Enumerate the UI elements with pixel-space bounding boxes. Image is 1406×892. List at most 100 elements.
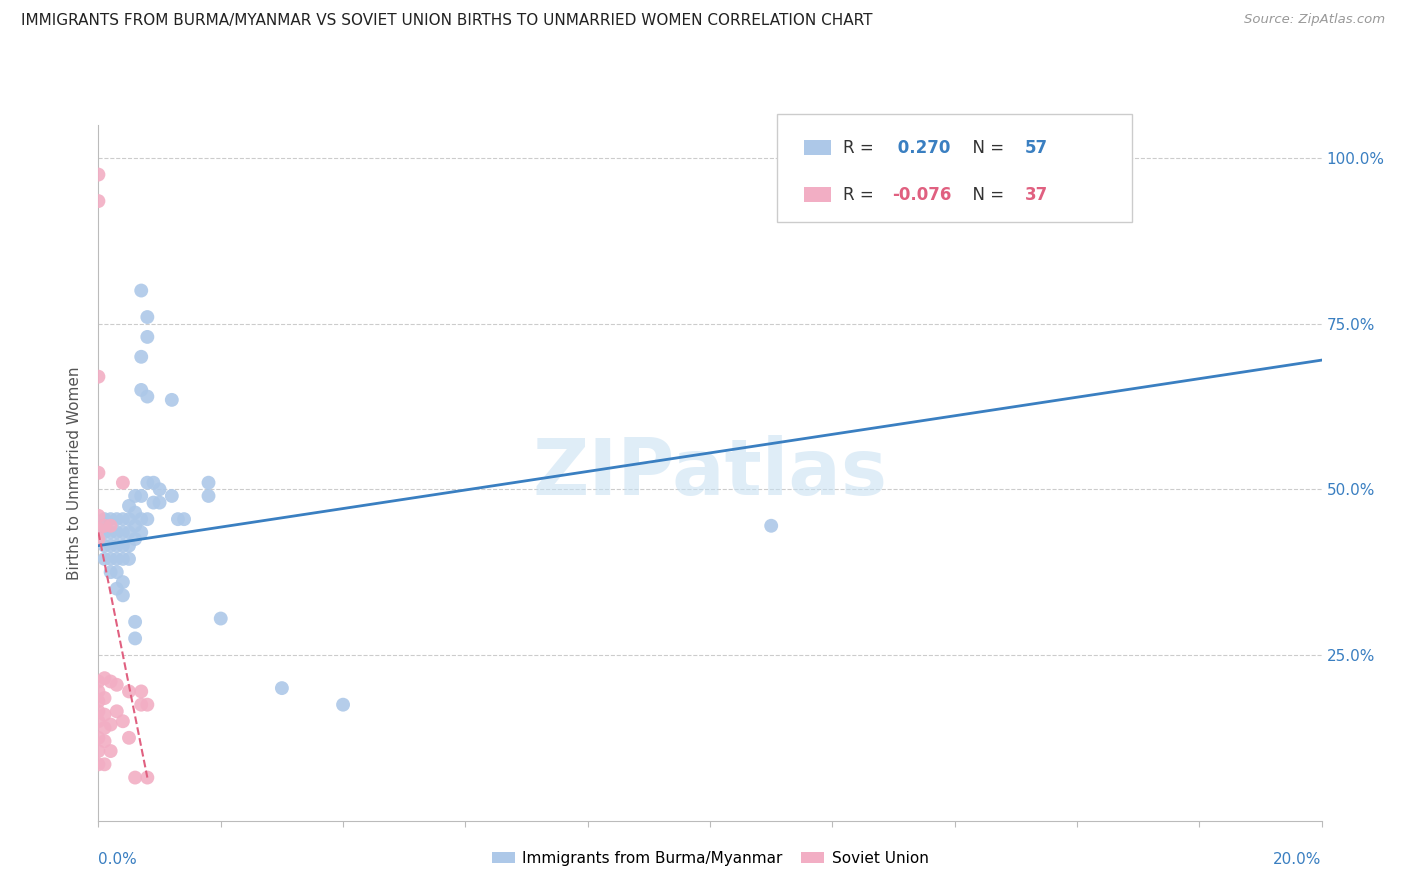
Point	[100, 717, 122, 731]
Point	[197, 475, 219, 490]
Point	[124, 506, 146, 520]
Point	[124, 771, 146, 785]
Point	[87, 168, 110, 182]
Point	[93, 512, 115, 526]
Point	[105, 552, 128, 566]
Point	[129, 698, 152, 712]
Point	[136, 310, 159, 324]
Point	[87, 522, 110, 536]
Point	[129, 489, 152, 503]
Point	[111, 512, 134, 526]
Text: -0.076: -0.076	[893, 186, 952, 203]
Point	[118, 512, 141, 526]
Point	[173, 512, 195, 526]
Point	[93, 671, 115, 685]
Point	[93, 691, 115, 706]
Point	[105, 512, 128, 526]
Point	[111, 714, 134, 729]
Text: 57: 57	[1025, 138, 1047, 157]
Point	[111, 539, 134, 553]
Point	[100, 518, 122, 533]
Point	[105, 582, 128, 596]
Point	[100, 565, 122, 579]
Y-axis label: Births to Unmarried Women: Births to Unmarried Women	[67, 366, 83, 580]
Point	[136, 390, 159, 404]
Text: 37: 37	[1025, 186, 1047, 203]
Point	[124, 632, 146, 646]
Point	[93, 518, 115, 533]
Text: 0.0%: 0.0%	[98, 852, 138, 867]
Text: Source: ZipAtlas.com: Source: ZipAtlas.com	[1244, 13, 1385, 27]
Point	[142, 475, 165, 490]
Point	[100, 512, 122, 526]
Point	[111, 575, 134, 590]
Point	[87, 369, 110, 384]
Point	[160, 392, 183, 407]
Point	[270, 681, 292, 695]
Point	[129, 684, 152, 698]
Point	[93, 539, 115, 553]
Point	[93, 757, 115, 772]
Point	[142, 495, 165, 509]
Point	[87, 194, 110, 208]
Point	[87, 714, 110, 729]
Point	[105, 704, 128, 718]
FancyBboxPatch shape	[778, 114, 1132, 222]
Point	[118, 731, 141, 745]
Point	[100, 525, 122, 540]
Text: R =: R =	[844, 138, 879, 157]
Text: ZIPatlas: ZIPatlas	[533, 434, 887, 511]
Point	[100, 674, 122, 689]
Point	[129, 525, 152, 540]
Point	[118, 525, 141, 540]
Point	[100, 744, 122, 758]
Point	[100, 552, 122, 566]
Point	[136, 512, 159, 526]
Point	[105, 565, 128, 579]
Text: 20.0%: 20.0%	[1274, 852, 1322, 867]
Point	[111, 588, 134, 602]
FancyBboxPatch shape	[804, 187, 831, 202]
Point	[136, 771, 159, 785]
Point	[105, 525, 128, 540]
Point	[118, 539, 141, 553]
Point	[124, 518, 146, 533]
Point	[93, 721, 115, 735]
Point	[93, 734, 115, 748]
Point	[87, 466, 110, 480]
Point	[124, 489, 146, 503]
Point	[124, 532, 146, 546]
Point	[105, 539, 128, 553]
Point	[111, 552, 134, 566]
Text: R =: R =	[844, 186, 879, 203]
Point	[87, 684, 110, 698]
Point	[118, 499, 141, 513]
Point	[118, 552, 141, 566]
Point	[87, 757, 110, 772]
Point	[197, 489, 219, 503]
Point	[100, 539, 122, 553]
Point	[129, 383, 152, 397]
Point	[129, 512, 152, 526]
Point	[118, 684, 141, 698]
Text: 0.270: 0.270	[893, 138, 950, 157]
Text: N =: N =	[962, 138, 1010, 157]
Point	[87, 731, 110, 745]
Point	[87, 694, 110, 708]
Text: IMMIGRANTS FROM BURMA/MYANMAR VS SOVIET UNION BIRTHS TO UNMARRIED WOMEN CORRELAT: IMMIGRANTS FROM BURMA/MYANMAR VS SOVIET …	[21, 13, 873, 29]
Point	[332, 698, 354, 712]
Point	[87, 674, 110, 689]
Point	[87, 508, 110, 523]
Point	[136, 330, 159, 344]
Point	[129, 350, 152, 364]
Point	[87, 744, 110, 758]
Point	[759, 518, 782, 533]
Point	[105, 678, 128, 692]
Point	[129, 284, 152, 298]
Point	[136, 475, 159, 490]
Point	[124, 615, 146, 629]
Point	[111, 475, 134, 490]
FancyBboxPatch shape	[804, 140, 831, 155]
Point	[160, 489, 183, 503]
Point	[87, 532, 110, 546]
